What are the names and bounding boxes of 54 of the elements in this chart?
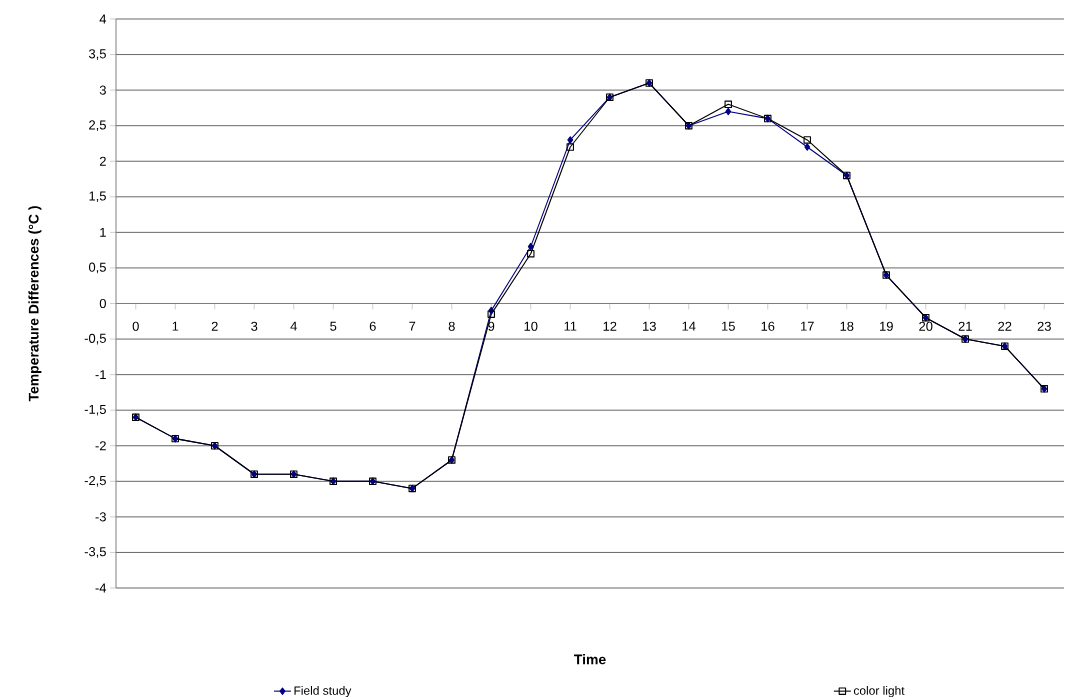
- point: [724, 100, 732, 109]
- y-axis-title: Temperature Differences (°C ): [28, 206, 42, 402]
- legend-label: Field study: [294, 686, 352, 697]
- x-tick-label: 9: [488, 321, 495, 331]
- x-tick-label: 3: [251, 321, 258, 331]
- point: [725, 107, 732, 116]
- x-tick-label: 12: [603, 321, 617, 331]
- x-tick-label: 20: [919, 321, 933, 331]
- x-tick-label: 18: [840, 321, 854, 331]
- x-tick-label: 8: [448, 321, 455, 331]
- y-tick-label: 3,5: [88, 49, 106, 60]
- y-tick-label: -4: [95, 583, 107, 593]
- x-tick-label: 7: [409, 321, 416, 331]
- x-tick-label: 4: [290, 321, 297, 331]
- x-tick-label: 0: [132, 321, 139, 331]
- x-tick-label: 11: [564, 321, 577, 331]
- y-tick-label: 2: [99, 156, 106, 166]
- point: [803, 136, 811, 144]
- point: [566, 143, 574, 151]
- y-tick-label: -1,5: [84, 404, 106, 416]
- y-tick-label: 0: [99, 298, 106, 309]
- x-tick-label: 1: [172, 321, 179, 331]
- y-tick-label: -3: [95, 512, 106, 522]
- x-tick-label: 5: [330, 321, 337, 331]
- y-tick-label: -2: [95, 441, 106, 451]
- x-tick-label: 23: [1037, 321, 1051, 331]
- x-tick-label: 21: [958, 321, 972, 331]
- x-tick-label: 2: [211, 321, 218, 331]
- point: [487, 310, 495, 318]
- point: [527, 249, 535, 258]
- y-tick-label: -2,5: [84, 475, 106, 487]
- x-tick-label: 14: [682, 321, 696, 331]
- point: [804, 143, 811, 151]
- x-axis-title: Time: [574, 654, 606, 665]
- y-tick-label: -1: [95, 370, 106, 380]
- x-tick-label: 6: [369, 321, 376, 331]
- y-tick-label: -3,5: [84, 547, 106, 558]
- x-tick-label: 10: [524, 321, 538, 331]
- x-tick-label: 17: [801, 321, 814, 331]
- y-tick-label: 4: [99, 14, 107, 24]
- legend-label: color light: [853, 686, 905, 697]
- x-tick-label: 13: [643, 321, 656, 331]
- y-tick-label: 3: [99, 85, 106, 95]
- y-tick-label: 1: [100, 227, 106, 237]
- y-tick-label: 0,5: [88, 262, 106, 274]
- x-tick-label: 19: [880, 321, 893, 331]
- x-tick-label: 16: [761, 321, 775, 331]
- point: [567, 136, 574, 144]
- y-tick-label: 2,5: [89, 120, 106, 132]
- x-tick-label: 15: [722, 321, 735, 331]
- x-tick-label: 22: [998, 321, 1012, 331]
- y-tick-label: 1,5: [89, 191, 106, 203]
- y-tick-label: -0,5: [84, 333, 106, 345]
- point: [527, 242, 534, 251]
